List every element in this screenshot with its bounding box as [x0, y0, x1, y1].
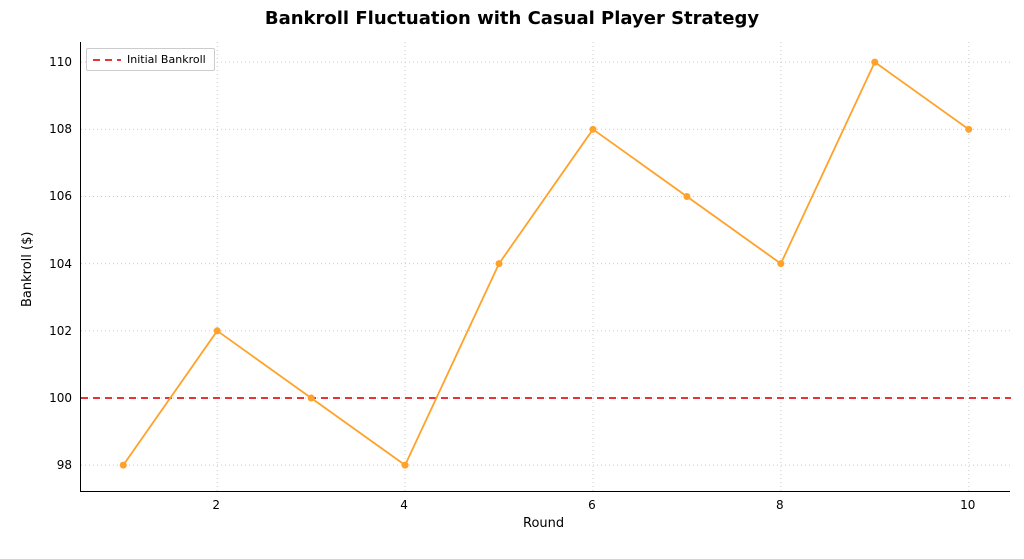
data-marker	[308, 394, 315, 401]
data-marker	[589, 126, 596, 133]
y-axis-label: Bankroll ($)	[20, 232, 35, 307]
x-tick-label: 4	[400, 498, 408, 512]
y-tick-label: 98	[57, 458, 72, 472]
data-marker	[402, 462, 409, 469]
data-marker	[496, 260, 503, 267]
legend-label: Initial Bankroll	[127, 53, 206, 66]
data-marker	[965, 126, 972, 133]
plot-svg	[73, 34, 1018, 499]
x-tick-label: 8	[776, 498, 784, 512]
y-tick-label: 106	[49, 189, 72, 203]
plot-area	[80, 42, 1010, 492]
y-tick-label: 102	[49, 324, 72, 338]
x-tick-label: 10	[960, 498, 975, 512]
y-tick-label: 108	[49, 122, 72, 136]
legend-swatch-ref-line	[93, 55, 121, 65]
data-marker	[871, 59, 878, 66]
x-axis-label: Round	[523, 516, 564, 531]
y-tick-label: 110	[49, 55, 72, 69]
chart-container: Bankroll Fluctuation with Casual Player …	[0, 0, 1024, 559]
data-marker	[120, 462, 127, 469]
legend: Initial Bankroll	[86, 48, 215, 71]
data-marker	[214, 327, 221, 334]
chart-title: Bankroll Fluctuation with Casual Player …	[0, 8, 1024, 29]
y-tick-label: 100	[49, 391, 72, 405]
x-tick-label: 6	[588, 498, 596, 512]
x-tick-label: 2	[212, 498, 220, 512]
y-tick-label: 104	[49, 257, 72, 271]
data-marker	[777, 260, 784, 267]
data-marker	[683, 193, 690, 200]
